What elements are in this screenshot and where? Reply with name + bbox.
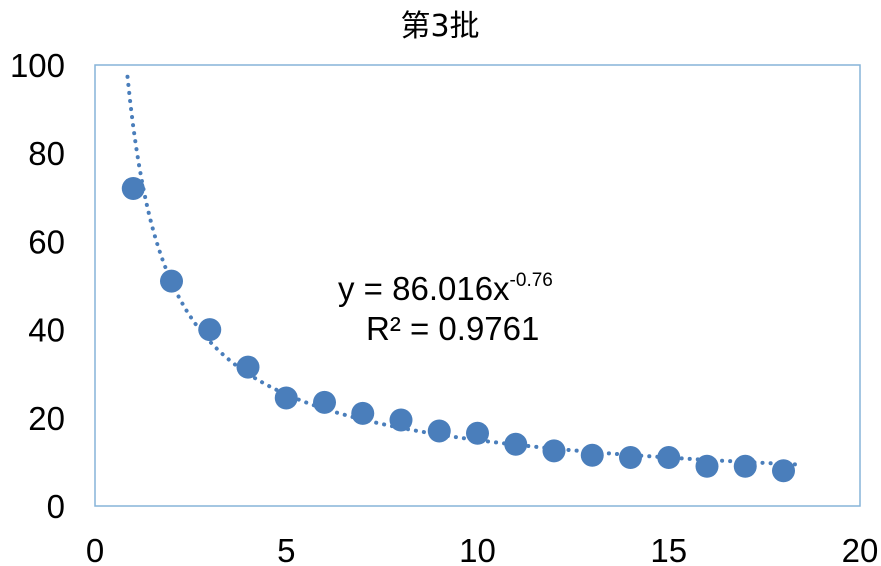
- data-point: [198, 318, 222, 342]
- x-tick-label: 5: [277, 532, 295, 566]
- data-point: [160, 269, 183, 293]
- x-tick-label: 0: [86, 532, 104, 566]
- data-point: [389, 408, 413, 432]
- y-tick-label: 100: [10, 47, 65, 84]
- y-tick-label: 40: [28, 312, 65, 349]
- data-point: [121, 176, 145, 200]
- y-tick-label: 20: [28, 400, 65, 437]
- data-point: [695, 454, 719, 478]
- data-point: [542, 439, 566, 463]
- x-tick-label: 15: [650, 532, 687, 566]
- data-point: [733, 454, 757, 478]
- y-tick-label: 0: [47, 488, 65, 525]
- data-point: [619, 445, 642, 469]
- data-point: [236, 355, 260, 379]
- data-point: [504, 432, 528, 456]
- data-point: [351, 401, 375, 425]
- data-point: [427, 419, 451, 443]
- trendline-equation: y = 86.016x-0.76: [338, 270, 553, 307]
- x-tick-label: 10: [459, 532, 496, 566]
- x-tick-label: 20: [842, 532, 879, 566]
- data-point: [772, 459, 795, 483]
- r-squared-label: R² = 0.9761: [366, 310, 539, 347]
- data-point: [466, 421, 489, 445]
- data-point: [580, 443, 604, 467]
- y-tick-label: 60: [28, 223, 65, 260]
- chart-title: 第3批: [400, 9, 479, 44]
- data-point: [274, 386, 298, 410]
- y-tick-label: 80: [28, 135, 65, 172]
- data-point: [313, 390, 336, 414]
- data-point: [657, 445, 681, 469]
- trendline-equation-main: y = 86.016x: [338, 270, 510, 307]
- trendline-equation-exponent: -0.76: [510, 270, 553, 291]
